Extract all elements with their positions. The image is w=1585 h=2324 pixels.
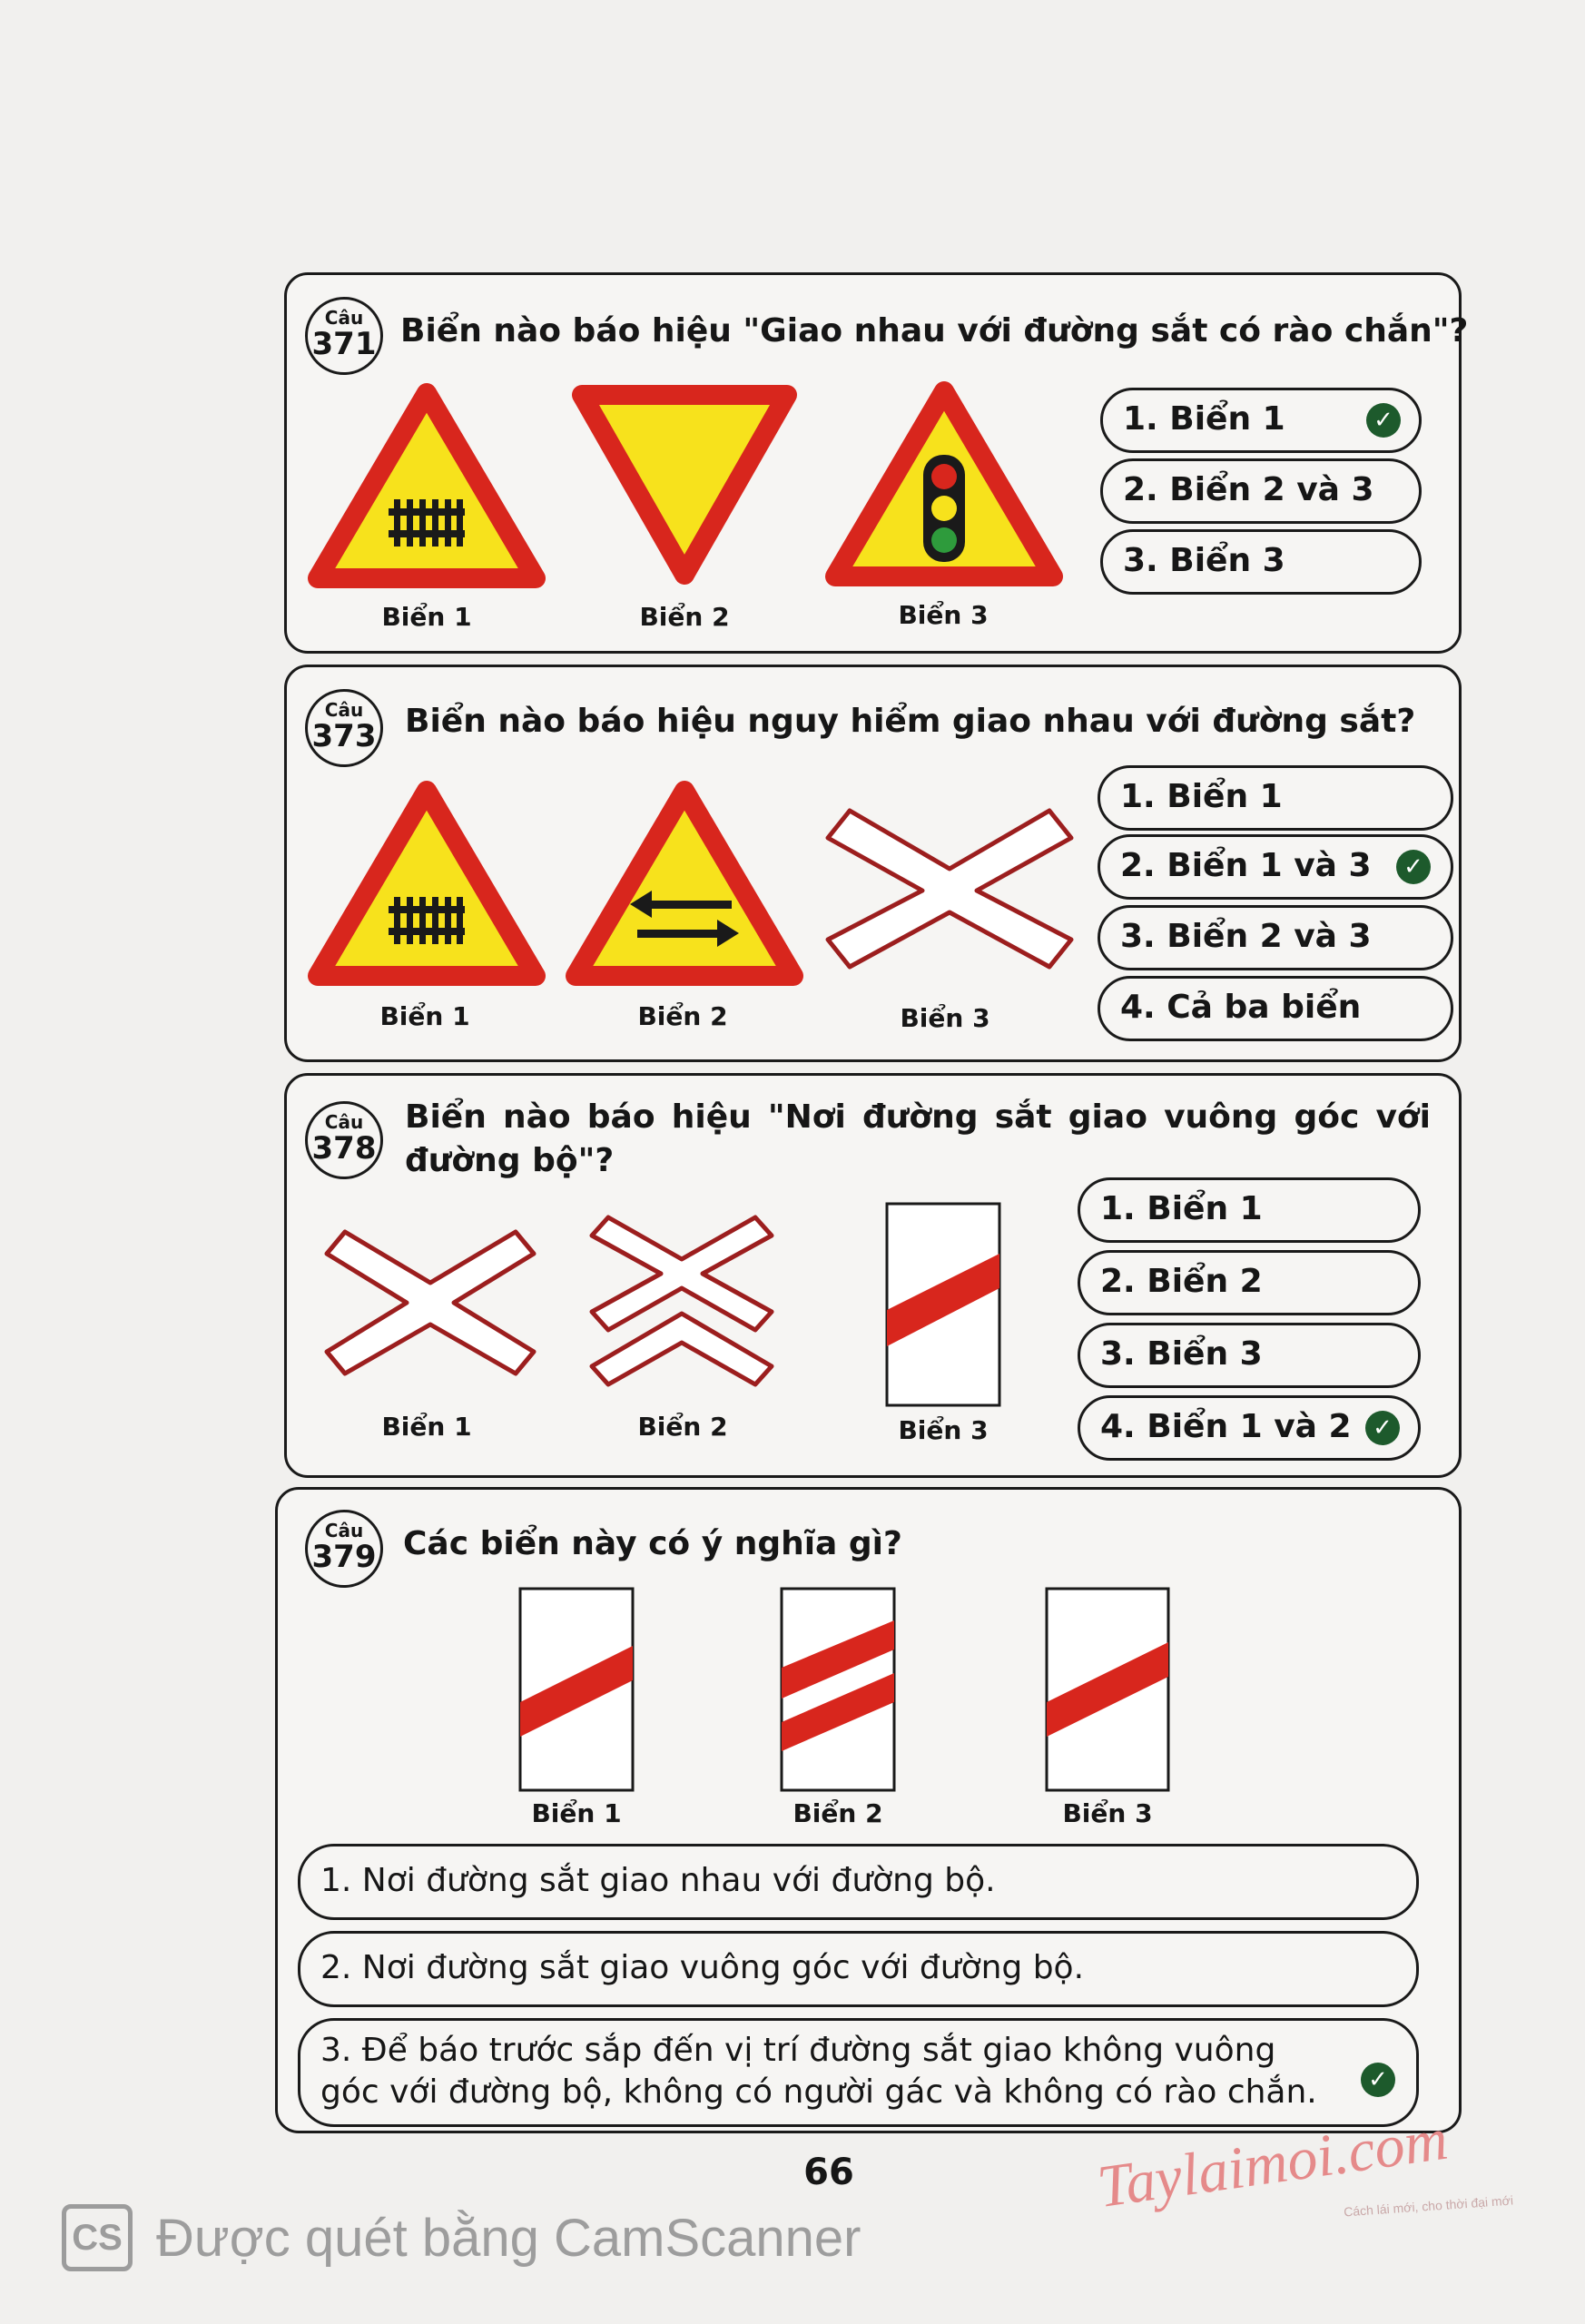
railway-distance-post-two-stripes-sign (780, 1587, 896, 1792)
sign-label: Biển 2 (639, 602, 730, 632)
double-track-railway-crossing-sign (589, 1215, 774, 1387)
question-badge: Câu 379 (305, 1510, 383, 1588)
sign-label: Biển 3 (1062, 1798, 1153, 1828)
sign-label: Biển 1 (379, 1001, 470, 1031)
answer-option-1[interactable]: 1. Biển 1 (1098, 765, 1453, 831)
answer-option-text: 4. Cả ba biển (1120, 989, 1362, 1026)
question-text: Biển nào báo hiệu "Giao nhau với đường s… (400, 312, 1469, 350)
answer-option-text: 1. Nơi đường sắt giao nhau với đường bộ. (320, 1862, 996, 1899)
question-number: 373 (311, 718, 377, 754)
answer-option-2[interactable]: 2. Nơi đường sắt giao vuông góc với đườn… (298, 1931, 1419, 2007)
traffic-light-symbol (923, 455, 965, 562)
sign-label: Biển 1 (531, 1798, 622, 1828)
answer-option-text: 1. Biển 1 (1100, 1190, 1263, 1227)
railway-track-symbol (389, 499, 465, 547)
sign-label: Biển 3 (900, 1003, 990, 1033)
answer-option-1[interactable]: 1. Nơi đường sắt giao nhau với đường bộ. (298, 1844, 1419, 1920)
railway-distance-post-three-sign (1045, 1587, 1170, 1792)
sign-label: Biển 2 (792, 1798, 883, 1828)
railway-distance-post-one-stripe-sign (518, 1587, 635, 1792)
answer-option-text: 2. Nơi đường sắt giao vuông góc với đườn… (320, 1949, 1085, 1986)
answer-option-text: 3. Để báo trước sắp đến vị trí đường sắt… (320, 2032, 1317, 2111)
answer-option-text: 2. Biển 1 và 3 (1120, 847, 1372, 884)
answer-option-3[interactable]: 3. Biển 2 và 3 (1098, 905, 1453, 970)
check-icon: ✓ (1396, 850, 1431, 884)
question-badge: Câu 371 (305, 297, 383, 375)
railway-crossing-with-barrier-sign (308, 383, 546, 588)
railway-track-symbol (389, 897, 465, 944)
answer-option-3[interactable]: 3. Biển 3 (1100, 529, 1422, 595)
question-text: Biển nào báo hiệu nguy hiểm giao nhau vớ… (405, 703, 1416, 740)
answer-option-text: 1. Biển 1 (1120, 778, 1283, 815)
answer-option-3[interactable]: 3. Để báo trước sắp đến vị trí đường sắt… (298, 2018, 1419, 2127)
sign-label: Biển 2 (637, 1001, 728, 1031)
answer-option-text: 1. Biển 1 (1123, 400, 1285, 438)
question-text: Các biển này có ý nghĩa gì? (403, 1525, 902, 1562)
question-card-378: Câu 378 Biển nào báo hiệu "Nơi đường sắt… (284, 1073, 1462, 1478)
railway-crossing-st-andrews-cross-sign (324, 1229, 537, 1376)
answer-option-text: 2. Biển 2 (1100, 1263, 1263, 1300)
question-badge: Câu 378 (305, 1101, 383, 1179)
give-way-sign (572, 385, 797, 585)
railway-crossing-with-barrier-sign (308, 781, 546, 986)
answer-option-text: 4. Biển 1 và 2 (1100, 1408, 1352, 1445)
answer-option-text: 3. Biển 3 (1123, 542, 1285, 579)
answer-option-2[interactable]: 2. Biển 2 (1078, 1250, 1421, 1315)
answer-option-4[interactable]: 4. Cả ba biển (1098, 976, 1453, 1041)
question-badge: Câu 373 (305, 689, 383, 767)
check-icon: ✓ (1366, 403, 1401, 438)
camscanner-text: Được quét bằng CamScanner (156, 2209, 861, 2268)
answer-option-2[interactable]: 2. Biển 1 và 3 ✓ (1098, 834, 1453, 900)
sign-label: Biển 1 (381, 602, 472, 632)
answer-option-1[interactable]: 1. Biển 1 (1078, 1177, 1421, 1243)
badge-prefix: Câu (324, 1520, 364, 1541)
watermark-subtext: Cách lái mới, cho thời đại mới (1343, 2192, 1514, 2220)
answer-option-4[interactable]: 4. Biển 1 và 2 ✓ (1078, 1395, 1421, 1461)
page-number: 66 (803, 2152, 854, 2193)
badge-prefix: Câu (324, 1111, 364, 1133)
answer-option-1[interactable]: 1. Biển 1 ✓ (1100, 388, 1422, 453)
camscanner-logo: CS (62, 2204, 133, 2271)
answer-option-text: 3. Biển 3 (1100, 1335, 1263, 1373)
answer-option-2[interactable]: 2. Biển 2 và 3 (1100, 458, 1422, 524)
question-number: 379 (311, 1539, 377, 1575)
railway-distance-post-sign (885, 1202, 1001, 1407)
sign-label: Biển 2 (637, 1412, 728, 1442)
check-icon: ✓ (1361, 2063, 1395, 2097)
answer-option-text: 2. Biển 2 và 3 (1123, 471, 1374, 508)
badge-prefix: Câu (324, 307, 364, 329)
check-icon: ✓ (1365, 1411, 1400, 1445)
answer-option-3[interactable]: 3. Biển 3 (1078, 1323, 1421, 1388)
traffic-light-warning-sign (825, 381, 1063, 586)
question-text: Biển nào báo hiệu "Nơi đường sắt giao vu… (405, 1098, 1431, 1179)
sign-label: Biển 3 (898, 1415, 989, 1445)
question-card-373: Câu 373 Biển nào báo hiệu nguy hiểm giao… (284, 665, 1462, 1062)
two-way-arrows-symbol (630, 891, 739, 947)
question-number: 378 (311, 1130, 377, 1167)
sign-label: Biển 1 (381, 1412, 472, 1442)
question-card-379: Câu 379 Các biển này có ý nghĩa gì? Biển… (275, 1487, 1462, 2133)
railway-crossing-st-andrews-cross-sign (825, 808, 1074, 970)
two-way-traffic-warning-sign (566, 781, 803, 986)
answer-option-text: 3. Biển 2 và 3 (1120, 918, 1372, 955)
badge-prefix: Câu (324, 699, 364, 721)
sign-label: Biển 3 (898, 600, 989, 630)
question-number: 371 (311, 326, 377, 362)
question-card-371: Câu 371 Biển nào báo hiệu "Giao nhau với… (284, 272, 1469, 654)
